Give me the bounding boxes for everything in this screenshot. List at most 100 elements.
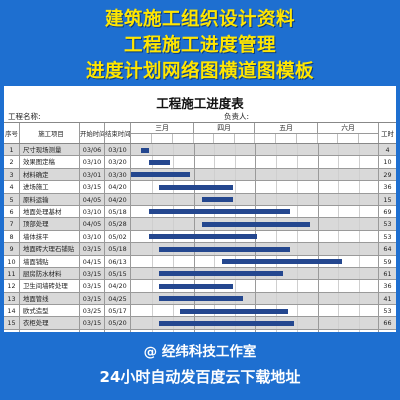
row-timeline <box>131 243 379 255</box>
header-end: 结束时间 <box>105 123 131 143</box>
grid-line <box>297 292 298 305</box>
row-duration: 36 <box>383 183 392 192</box>
row-start-date: 03/01 <box>80 168 105 181</box>
grid-line <box>358 305 360 317</box>
row-start-date: 04/15 <box>80 255 105 267</box>
grid-line <box>338 205 340 218</box>
gantt-bar <box>222 259 343 265</box>
grid-line <box>358 218 360 230</box>
row-seq: 1 <box>4 144 20 156</box>
month-grid-line <box>255 329 256 332</box>
month-grid-line <box>318 292 320 305</box>
grid-line <box>338 317 340 329</box>
month-grid-line <box>318 305 320 317</box>
gantt-bar <box>159 320 294 326</box>
row-seq: 2 <box>4 156 20 168</box>
table-row: 12 卫生间墙砖处理 03/15 04/20 36 <box>4 280 396 293</box>
row-start-date: 03/06 <box>80 144 105 156</box>
row-end-date: 04/20 <box>105 280 131 292</box>
row-end-date: 04/20 <box>105 181 131 193</box>
grid-line <box>338 329 340 332</box>
grid-line <box>297 205 298 218</box>
month-grid-line <box>318 267 320 280</box>
row-seq: 8 <box>4 230 20 243</box>
grid-line <box>152 181 153 193</box>
row-start-date: 03/15 <box>80 317 105 329</box>
row-end-date: 05/17 <box>105 305 131 317</box>
grid-line <box>338 218 340 230</box>
row-task-name: 顶部处理 <box>20 218 80 230</box>
gantt-bar <box>202 197 233 203</box>
row-seq: 10 <box>4 255 20 267</box>
grid-line <box>358 168 360 181</box>
grid-line <box>358 317 360 329</box>
row-task-name: 地面处理基材 <box>20 205 80 218</box>
month-subdivision <box>152 134 173 143</box>
row-start-date: 03/15 <box>80 292 105 305</box>
grid-line <box>276 181 277 193</box>
gantt-bar <box>149 159 170 165</box>
grid-line <box>297 329 298 332</box>
grid-line <box>358 255 360 267</box>
row-end-date: 05/02 <box>105 230 131 243</box>
owner-label: 负责人: <box>224 112 250 121</box>
row-timeline <box>131 280 379 292</box>
table-row: 13 地面管线 03/15 04/25 41 <box>4 292 396 306</box>
grid-line <box>152 144 153 156</box>
table-row: 16踢脚线安装打磨05/0106/20 50 <box>4 329 396 332</box>
row-duration: 4 <box>385 146 390 154</box>
row-timeline <box>131 218 379 230</box>
row-end-date: 03/20 <box>105 156 131 168</box>
grid-line <box>358 243 360 255</box>
grid-line <box>338 292 340 305</box>
grid-line <box>338 280 340 292</box>
grid-line <box>338 243 340 255</box>
table-row: 3 材料确定 03/01 03/30 29 <box>4 168 396 182</box>
grid-line <box>152 255 153 267</box>
table-row: 9 地面砖大理石铺贴 03/15 05/18 64 <box>4 243 396 256</box>
row-seq: 15 <box>4 317 20 329</box>
row-task-name: 卫生间墙砖处理 <box>20 280 80 292</box>
grid-line <box>338 168 340 181</box>
month-subdivision <box>235 134 255 143</box>
row-seq: 3 <box>4 168 20 181</box>
row-start-date: 03/15 <box>80 280 105 292</box>
row-start-date: 04/05 <box>80 193 105 205</box>
row-start-date: 04/05 <box>80 218 105 230</box>
row-end-date: 05/20 <box>105 317 131 329</box>
grid-line <box>358 292 360 305</box>
grid-line <box>152 218 153 230</box>
grid-line <box>276 280 277 292</box>
grid-line <box>358 230 360 243</box>
row-duration: 69 <box>383 207 392 216</box>
row-end-date: 03/10 <box>105 144 131 156</box>
month-subdivision <box>173 134 194 143</box>
row-task-name: 衣柜处理 <box>20 317 80 329</box>
grid-line <box>338 144 340 156</box>
grid-line <box>214 255 216 267</box>
month-grid-line <box>255 280 256 292</box>
month-grid-line <box>318 218 320 230</box>
row-duration: 64 <box>383 245 392 254</box>
month-grid-line <box>318 243 320 255</box>
table-row: 4 进场施工 03/15 04/20 36 <box>4 181 396 194</box>
grid-line <box>214 156 216 168</box>
month-grid-line <box>194 156 196 168</box>
grid-line <box>173 255 174 267</box>
row-duration: 59 <box>383 257 392 266</box>
row-duration: 61 <box>383 269 392 278</box>
row-seq: 16 <box>4 329 20 332</box>
gantt-bar <box>159 283 233 289</box>
row-duration: 41 <box>383 294 392 303</box>
month-grid-line <box>318 329 320 332</box>
row-timeline <box>131 292 379 305</box>
row-start-date: 03/10 <box>80 230 105 243</box>
month-subdivision <box>359 134 378 143</box>
row-end-date: 06/13 <box>105 255 131 267</box>
month-grid-line <box>194 255 196 267</box>
grid-line <box>276 329 277 332</box>
row-seq: 11 <box>4 267 20 280</box>
row-task-name: 材料确定 <box>20 168 80 181</box>
studio-brand: @ 经纬科技工作室 <box>143 344 257 360</box>
table-row: 7 顶部处理 04/05 05/28 53 <box>4 218 396 231</box>
